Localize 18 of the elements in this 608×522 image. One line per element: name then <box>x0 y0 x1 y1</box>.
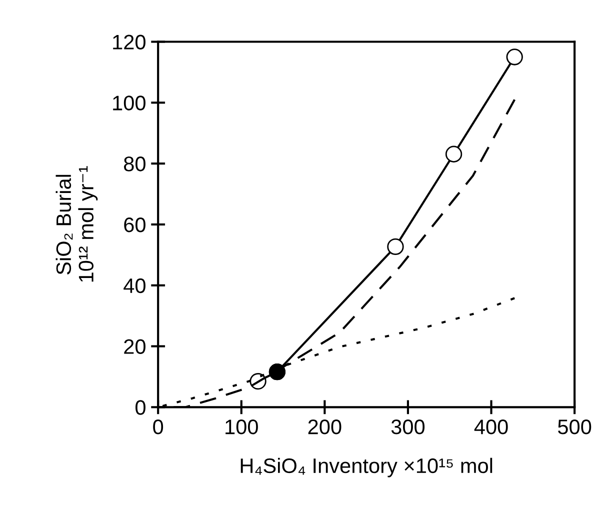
point <box>387 238 404 256</box>
x-tick-label: 100 <box>226 420 258 434</box>
y-tick-label: 120 <box>113 34 146 50</box>
y-tick-label: 40 <box>124 278 146 294</box>
y-tick-label: 20 <box>124 339 146 354</box>
x-tick-label: 200 <box>308 420 342 434</box>
y-tick-label: 60 <box>124 217 146 232</box>
y-tick-label: 100 <box>113 96 146 110</box>
x-tick-label: 0 <box>153 420 164 434</box>
y-axis-title: SiO₂ Burial 10¹² mol yr⁻¹ <box>56 166 98 282</box>
x-tick-label: 300 <box>391 420 425 434</box>
x-axis-title: H₄SiO₄ Inventory ×10¹⁵ mol <box>240 458 492 478</box>
x-tick-label: 400 <box>474 420 508 434</box>
y-tick-label: 0 <box>136 400 146 415</box>
point <box>506 48 523 66</box>
x-tick-label: 500 <box>558 420 592 434</box>
y-tick-label: 80 <box>124 156 146 172</box>
point <box>445 146 462 162</box>
